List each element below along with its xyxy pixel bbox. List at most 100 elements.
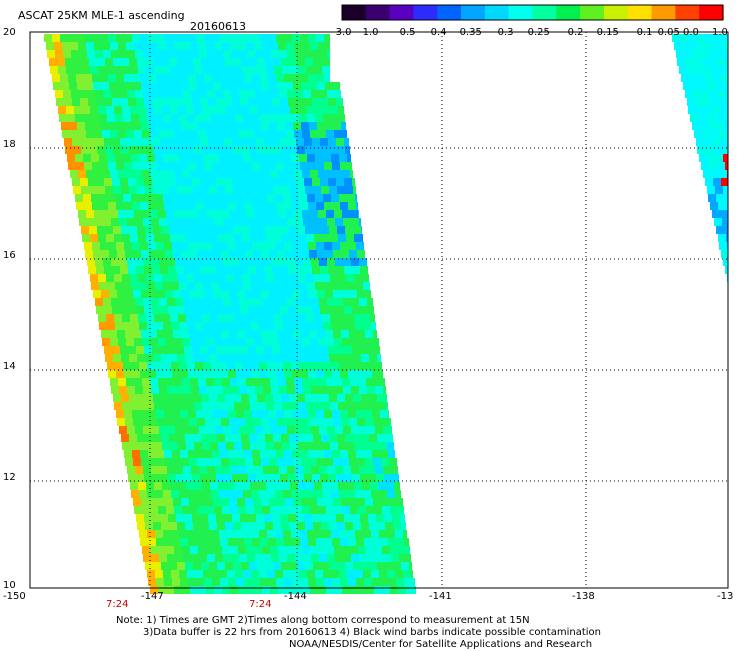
swath-cell [200, 138, 208, 146]
swath-cell [99, 322, 107, 330]
swath-cell [244, 202, 252, 210]
swath-cell [293, 250, 301, 258]
swath-cell [198, 506, 206, 514]
swath-cell [195, 362, 203, 370]
swath-cell [162, 314, 170, 322]
swath-cell [333, 458, 341, 466]
swath-cell [248, 346, 256, 354]
swath-cell [224, 138, 232, 146]
swath-cell [172, 410, 180, 418]
swath-cell [369, 394, 377, 402]
swath-cell [254, 42, 262, 50]
swath-cell [117, 250, 125, 258]
swath-cell [709, 162, 717, 170]
swath-cell [334, 586, 342, 594]
swath-cell [136, 346, 144, 354]
swath-cell [91, 194, 99, 202]
swath-cell [256, 98, 264, 106]
swath-cell [232, 514, 240, 522]
swath-cell [275, 530, 283, 538]
swath-cell [343, 258, 351, 266]
swath-cell [164, 578, 172, 586]
swath-cell [291, 490, 299, 498]
swath-cell [126, 210, 134, 218]
swath-cell [244, 34, 252, 42]
swath-cell [254, 210, 262, 218]
swath-cell [119, 218, 127, 226]
swath-cell [138, 274, 146, 282]
swath-cell [172, 578, 180, 586]
swath-cell [63, 50, 71, 58]
swath-cell [240, 474, 248, 482]
swath-cell [725, 58, 728, 66]
swath-cell [121, 354, 129, 362]
swath-cell [114, 234, 122, 242]
swath-cell [171, 530, 179, 538]
swath-cell [320, 266, 328, 274]
swath-cell [160, 514, 168, 522]
swath-cell [287, 386, 295, 394]
swath-cell [75, 114, 83, 122]
swath-cell [230, 378, 238, 386]
swath-cell [391, 466, 398, 474]
swath-cell [272, 266, 280, 274]
swath-cell [253, 458, 261, 466]
swath-cell [273, 522, 281, 530]
swath-cell [94, 210, 102, 218]
swath-cell [104, 306, 112, 314]
swath-cell [152, 266, 160, 274]
swath-cell [262, 42, 270, 50]
swath-cell [184, 346, 192, 354]
swath-cell [108, 34, 116, 42]
swath-cell [311, 218, 319, 226]
swath-cell [185, 146, 193, 154]
swath-cell [280, 266, 288, 274]
swath-cell [332, 410, 340, 418]
swath-cell [275, 282, 283, 290]
swath-cell [716, 194, 724, 202]
swath-cell [180, 162, 188, 170]
swath-cell [160, 266, 168, 274]
swath-cell [112, 138, 120, 146]
swath-cell [166, 42, 174, 50]
swath-cell [325, 290, 333, 298]
swath-cell [294, 506, 302, 514]
swath-cell [254, 130, 262, 138]
swath-cell [292, 242, 300, 250]
swath-cell [139, 154, 147, 162]
swath-cell [229, 82, 237, 90]
swath-cell [243, 530, 251, 538]
swath-cell [225, 186, 233, 194]
swath-cell [123, 154, 131, 162]
swath-cell [149, 250, 157, 258]
swath-cell [163, 282, 171, 290]
swath-cell [223, 90, 231, 98]
swath-cell [404, 578, 412, 586]
swath-cell [381, 458, 389, 466]
swath-cell [192, 346, 200, 354]
swath-cell [255, 426, 263, 434]
swath-cell [286, 506, 294, 514]
swath-cell [159, 298, 167, 306]
swath-cell [233, 226, 241, 234]
swath-cell [298, 274, 306, 282]
swath-cell [117, 122, 125, 130]
swath-cell [312, 266, 320, 274]
swath-cell [298, 66, 306, 74]
swath-cell [215, 50, 223, 58]
swath-cell [101, 330, 109, 338]
swath-cell [191, 50, 199, 58]
swath-cell [278, 338, 286, 346]
swath-cell [227, 570, 235, 578]
swath-cell [271, 258, 279, 266]
swath-cell [299, 490, 307, 498]
swath-cell [116, 242, 124, 250]
colorbar-swatch [389, 5, 415, 20]
swath-cell [139, 282, 147, 290]
swath-cell [189, 82, 197, 90]
swath-cell [306, 442, 314, 450]
swath-cell [347, 530, 355, 538]
swath-cell [327, 386, 335, 394]
swath-cell [183, 50, 191, 58]
swath-cell [180, 410, 188, 418]
